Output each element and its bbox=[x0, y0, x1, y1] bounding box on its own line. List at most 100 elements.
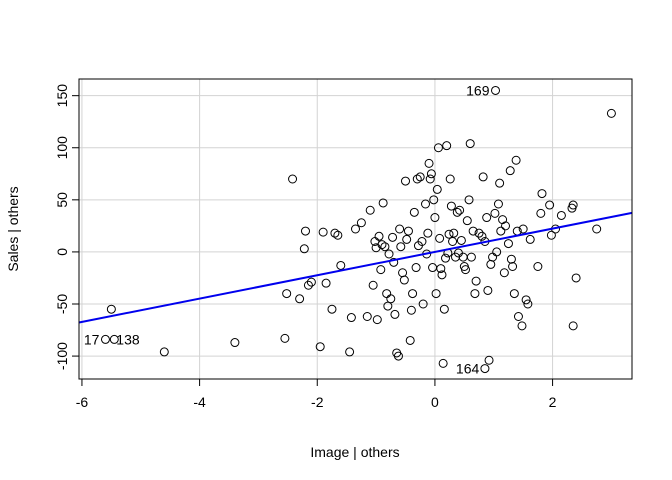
data-point bbox=[430, 213, 440, 223]
data-point bbox=[230, 338, 240, 348]
data-point bbox=[465, 139, 475, 149]
data-point bbox=[523, 299, 533, 309]
data-point bbox=[429, 195, 439, 205]
point-label: 138 bbox=[116, 331, 140, 347]
data-point bbox=[482, 213, 492, 223]
data-point bbox=[345, 347, 355, 357]
y-tick-label: 150 bbox=[54, 84, 70, 108]
data-point bbox=[464, 195, 474, 205]
data-point bbox=[421, 199, 431, 209]
data-point bbox=[405, 335, 415, 345]
data-point bbox=[403, 226, 413, 236]
data-point bbox=[496, 226, 506, 236]
x-tick-label: -2 bbox=[311, 394, 324, 410]
data-point bbox=[518, 224, 528, 234]
data-point bbox=[556, 210, 566, 220]
data-point bbox=[491, 85, 501, 95]
data-point bbox=[315, 342, 325, 352]
data-point bbox=[442, 141, 452, 151]
data-point bbox=[333, 230, 343, 240]
data-point bbox=[517, 321, 527, 331]
data-point bbox=[525, 234, 535, 244]
data-point bbox=[415, 172, 425, 182]
data-point bbox=[383, 301, 393, 311]
x-axis: -6 -4 -2 0 2 bbox=[76, 378, 557, 410]
data-point bbox=[402, 234, 412, 244]
data-point bbox=[451, 252, 461, 262]
point-labels: 169 138 17 164 bbox=[84, 82, 490, 376]
data-point bbox=[362, 312, 372, 321]
data-point bbox=[568, 321, 578, 331]
data-point bbox=[412, 174, 422, 184]
data-point bbox=[545, 200, 555, 210]
data-point bbox=[471, 276, 481, 286]
x-tick-label: -4 bbox=[193, 394, 206, 410]
data-point bbox=[409, 207, 419, 217]
data-point bbox=[452, 207, 462, 217]
data-point bbox=[356, 218, 366, 228]
data-point bbox=[426, 169, 436, 179]
x-tick-label: -6 bbox=[76, 394, 89, 410]
data-point bbox=[490, 208, 500, 218]
data-point bbox=[474, 228, 484, 238]
data-point bbox=[533, 262, 543, 271]
data-point bbox=[318, 227, 328, 237]
data-point bbox=[483, 285, 493, 295]
data-point bbox=[424, 158, 434, 168]
data-point bbox=[288, 174, 298, 184]
data-point bbox=[459, 262, 469, 271]
data-point bbox=[411, 263, 421, 273]
data-point bbox=[477, 231, 487, 241]
data-point bbox=[567, 203, 577, 213]
data-point bbox=[470, 289, 480, 299]
data-point bbox=[506, 254, 516, 264]
data-point bbox=[327, 304, 337, 314]
data-point bbox=[468, 226, 478, 236]
data-point bbox=[439, 304, 449, 314]
data-point bbox=[346, 313, 356, 323]
data-point bbox=[462, 216, 472, 226]
data-point bbox=[371, 243, 381, 253]
data-point bbox=[336, 260, 346, 270]
data-point bbox=[382, 289, 392, 299]
data-point bbox=[303, 280, 313, 290]
data-point bbox=[431, 289, 441, 299]
data-point bbox=[300, 226, 310, 236]
data-point bbox=[401, 176, 411, 186]
y-tick-label: -100 bbox=[54, 342, 70, 370]
data-point bbox=[392, 348, 402, 358]
data-point bbox=[433, 143, 443, 153]
data-point bbox=[509, 289, 519, 299]
regression-line bbox=[78, 211, 633, 324]
data-point bbox=[493, 199, 503, 209]
data-point bbox=[455, 205, 465, 215]
data-point bbox=[280, 333, 290, 343]
data-point bbox=[536, 208, 546, 218]
data-point bbox=[428, 263, 438, 273]
data-point bbox=[106, 304, 116, 314]
data-point bbox=[398, 268, 408, 278]
data-point bbox=[437, 270, 447, 280]
data-point bbox=[380, 242, 390, 252]
y-tick-label: -50 bbox=[54, 294, 70, 314]
data-point bbox=[537, 189, 547, 199]
point-label: 169 bbox=[466, 82, 490, 98]
data-point bbox=[418, 299, 428, 309]
data-point bbox=[448, 237, 458, 246]
data-point bbox=[372, 315, 382, 325]
data-point bbox=[495, 178, 505, 188]
data-point bbox=[376, 265, 386, 275]
y-tick-label: 0 bbox=[54, 248, 70, 256]
x-tick-label: 2 bbox=[549, 394, 557, 410]
data-point bbox=[441, 253, 451, 263]
data-point bbox=[486, 259, 496, 269]
x-axis-label: Image | others bbox=[310, 444, 399, 460]
data-point bbox=[321, 278, 331, 288]
data-point bbox=[456, 235, 466, 245]
data-point bbox=[445, 174, 455, 184]
data-point bbox=[484, 355, 494, 365]
data-point bbox=[295, 294, 305, 304]
data-point bbox=[365, 205, 375, 215]
data-point bbox=[438, 358, 448, 368]
